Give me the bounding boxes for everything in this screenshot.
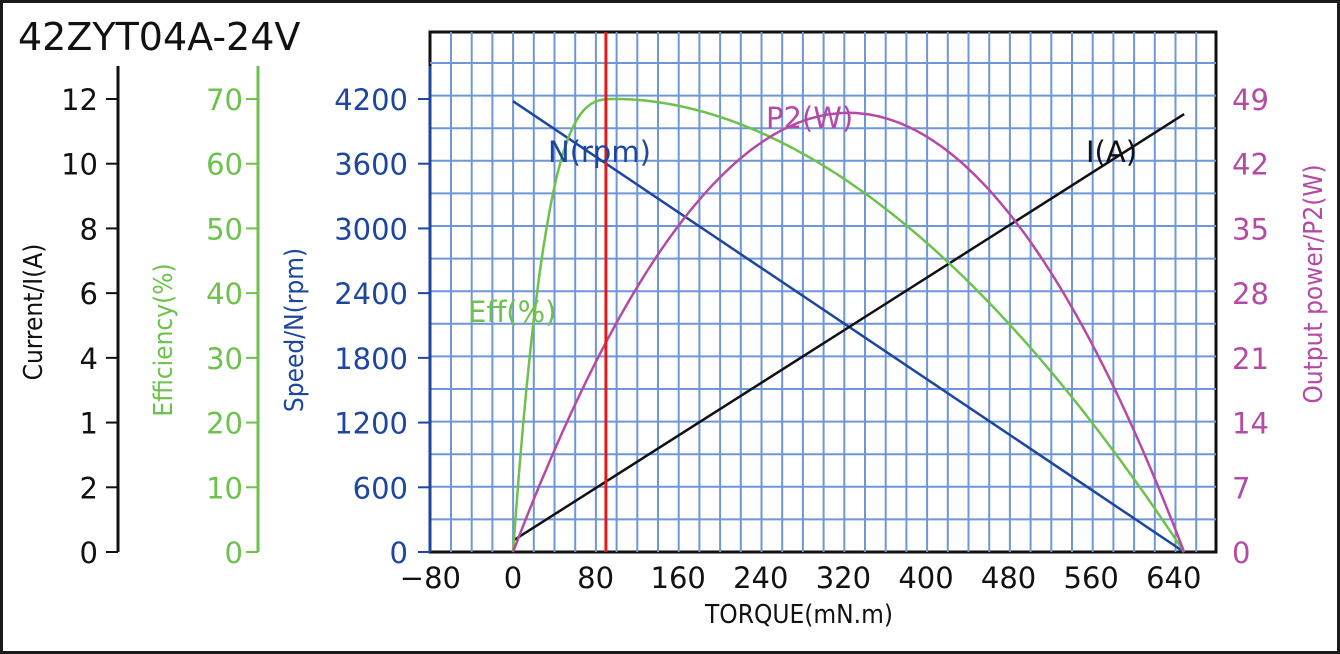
efficiency-tick-label: 60: [206, 148, 243, 182]
speed-tick-label: 0: [390, 536, 408, 570]
power-curve-label: P2(W): [766, 101, 853, 135]
speed-tick-label: 1200: [334, 407, 408, 441]
efficiency-tick-label: 10: [206, 471, 243, 505]
chart-title: 42ZYT04A-24V: [18, 15, 300, 59]
current-curve-label: I(A): [1086, 135, 1137, 169]
power-tick-label: 14: [1232, 407, 1269, 441]
current-tick-label: 6: [80, 277, 98, 311]
speed-tick-label: 600: [353, 471, 408, 505]
current-tick-label: 1: [80, 407, 98, 441]
power-tick-label: 42: [1232, 148, 1269, 182]
power-axis-label: Output power/P2(W): [1299, 164, 1329, 403]
current-tick-label: 12: [61, 83, 98, 117]
speed-tick-label: 3600: [334, 148, 408, 182]
speed-tick-label: 4200: [334, 83, 408, 117]
efficiency-curve-label: Eff(%): [468, 295, 557, 329]
efficiency-tick-label: 40: [206, 277, 243, 311]
power-tick-label: 35: [1232, 212, 1269, 246]
current-tick-label: 10: [61, 148, 98, 182]
x-axis-label: TORQUE(mN.m): [704, 600, 893, 630]
current-axis-label: Current/I(A): [19, 244, 49, 381]
axes: −80 0 80 160 240 320 400 480 560 6400214681012010…: [61, 66, 1269, 595]
speed-tick-label: 1800: [334, 342, 408, 376]
efficiency-tick-label: 0: [225, 536, 243, 570]
x-tick-label: 160: [651, 561, 706, 595]
current-tick-label: 2: [80, 471, 98, 505]
x-tick-label: 480: [981, 561, 1036, 595]
current-curve: [512, 113, 1185, 542]
current-tick-label: 8: [80, 212, 98, 246]
plot-grid: [428, 30, 1218, 554]
current-tick-label: 0: [80, 536, 98, 570]
speed-tick-label: 3000: [334, 212, 408, 246]
power-tick-label: 0: [1232, 536, 1250, 570]
efficiency-tick-label: 70: [206, 83, 243, 117]
efficiency-tick-label: 50: [206, 212, 243, 246]
x-tick-label: 640: [1146, 561, 1201, 595]
power-tick-label: 7: [1232, 471, 1250, 505]
power-tick-label: 21: [1232, 342, 1269, 376]
x-tick-label: 0: [504, 561, 522, 595]
power-tick-label: 49: [1232, 83, 1269, 117]
efficiency-tick-label: 30: [206, 342, 243, 376]
efficiency-curve: [511, 97, 1186, 553]
x-tick-label: 400: [898, 561, 953, 595]
x-tick-label: 560: [1064, 561, 1119, 595]
curves: [511, 32, 1186, 554]
speed-curve-label: N(rpm): [548, 135, 651, 169]
efficiency-tick-label: 20: [206, 407, 243, 441]
current-tick-label: 4: [80, 342, 98, 376]
x-tick-label: −80: [400, 561, 461, 595]
power-tick-label: 28: [1232, 277, 1269, 311]
x-tick-label: 320: [816, 561, 871, 595]
x-tick-label: 240: [733, 561, 788, 595]
speed-tick-label: 2400: [334, 277, 408, 311]
speed-axis-label: Speed/N(rpm): [280, 248, 310, 412]
power-curve: [511, 111, 1186, 553]
x-tick-label: 80: [577, 561, 614, 595]
efficiency-axis-label: Efficiency(%): [149, 263, 179, 416]
